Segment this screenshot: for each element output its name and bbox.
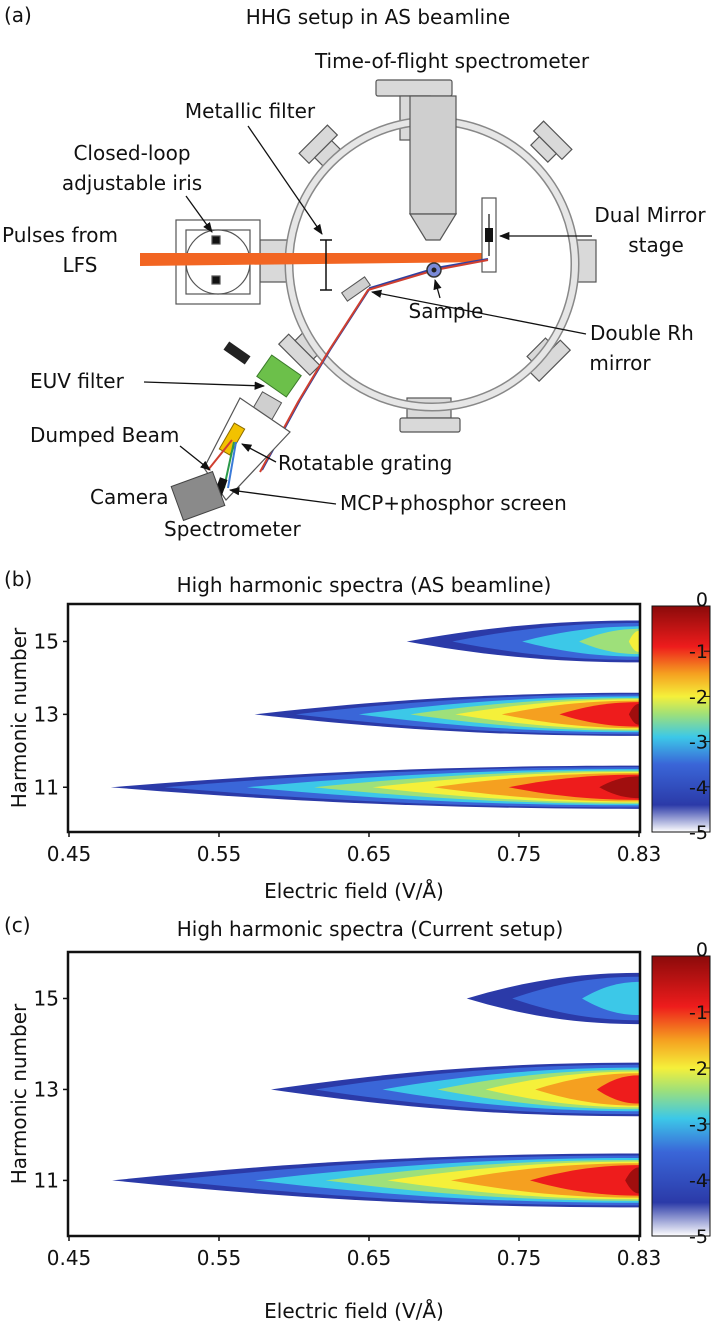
label-dual-mirror-1: Dual Mirror — [594, 203, 706, 227]
heatmap-b-band-11-level-6 — [508, 774, 639, 800]
plot-b-area — [110, 620, 640, 809]
heatmap-c-band-11-level-7 — [625, 1167, 639, 1194]
label-spectrometer: Spectrometer — [164, 517, 301, 541]
plot-c-xtick-label: 0.55 — [197, 1246, 242, 1270]
colorbar-b-tick-label: -1 — [689, 641, 708, 663]
plot-c-ylabel: Harmonic number — [7, 1003, 31, 1184]
heatmap-c-band-11-level-6 — [529, 1165, 639, 1196]
panel-a: (a) HHG setup in AS beamline — [2, 3, 706, 541]
plot-b-ytick-label: 15 — [34, 629, 59, 653]
plot-b-xtick-label: 0.75 — [497, 842, 542, 866]
colorbar-c-gradient — [651, 955, 711, 1237]
plot-b-xtick-label: 0.45 — [47, 842, 92, 866]
colorbar-b-tick-label: -2 — [689, 686, 708, 708]
panel-a-label: (a) — [4, 3, 32, 27]
plot-b-ytick-label: 11 — [34, 775, 59, 799]
panel-b-label: (b) — [4, 567, 32, 591]
plot-c-ticks: 0.45 0.55 0.65 0.75 0.83 11 13 15 — [34, 986, 662, 1270]
heatmap-b-band-15-level-3 — [579, 628, 639, 655]
plot-c-xtick-label: 0.45 — [47, 1246, 92, 1270]
colorbar-c-tick-label: -1 — [689, 1002, 708, 1024]
plot-c-ytick-label: 11 — [34, 1168, 59, 1192]
sample-element — [426, 262, 442, 278]
plot-c-ytick-label: 13 — [34, 1077, 59, 1101]
double-rh-mirror-element — [340, 276, 372, 302]
leader-arrows — [143, 125, 592, 505]
plot-b-ytick-label: 13 — [34, 702, 59, 726]
plot-b-ylabel: Harmonic number — [7, 627, 31, 808]
plot-b-xtick-label: 0.65 — [347, 842, 392, 866]
colorbar-b: 0 -1 -2 -3 -4 -5 — [651, 589, 711, 844]
plot-b-ticks: 0.45 0.55 0.65 0.75 0.83 11 13 15 — [34, 629, 662, 866]
colorbar-b-tick-label: -5 — [689, 822, 708, 844]
plot-b-xtick-label: 0.83 — [617, 842, 662, 866]
colorbar-c-tick-label: -4 — [689, 1170, 708, 1192]
laser-beam — [140, 253, 488, 266]
heatmap-c-band-13-level-6 — [596, 1075, 639, 1104]
colorbar-c-tick-label: -5 — [689, 1226, 708, 1248]
panel-c: (c) High harmonic spectra (Current setup… — [4, 913, 711, 1323]
colorbar-c-tick-label: -2 — [689, 1058, 708, 1080]
panel-b: (b) High harmonic spectra (AS beamline) … — [4, 567, 711, 903]
colorbar-c: 0 -1 -2 -3 -4 -5 — [651, 939, 711, 1248]
label-pulses-2: LFS — [63, 253, 98, 277]
tof-spectrometer — [408, 95, 458, 241]
heatmap-b-band-11-level-7 — [599, 776, 639, 799]
label-metallic-filter: Metallic filter — [185, 99, 316, 123]
camera-element — [170, 470, 226, 522]
label-dumped-beam: Dumped Beam — [30, 423, 179, 447]
label-closed-loop-1: Closed-loop — [73, 141, 190, 165]
plot-c-ytick-label: 15 — [34, 986, 59, 1010]
plot-c-xtick-label: 0.83 — [617, 1246, 662, 1270]
euv-beam — [259, 258, 489, 473]
colorbar-b-gradient — [651, 605, 711, 833]
colorbar-b-tick-label: -3 — [689, 732, 708, 754]
heatmap-b-band-13-level-6 — [559, 702, 639, 727]
label-closed-loop-2: adjustable iris — [62, 171, 202, 195]
label-euv-filter: EUV filter — [30, 369, 125, 393]
plot-c-area — [112, 972, 640, 1208]
panel-a-title: HHG setup in AS beamline — [246, 5, 510, 29]
label-camera: Camera — [90, 485, 169, 509]
colorbar-b-tick-label: 0 — [696, 589, 708, 611]
plot-b-frame — [66, 602, 642, 834]
heatmap-b-band-13-level-7 — [628, 703, 639, 725]
plot-c-xtick-label: 0.75 — [497, 1246, 542, 1270]
panel-b-title: High harmonic spectra (AS beamline) — [177, 573, 552, 597]
label-mcp: MCP+phosphor screen — [340, 491, 567, 515]
colorbar-b-tick-label: -4 — [689, 777, 708, 799]
label-double-rh-1: Double Rh — [590, 321, 694, 345]
plot-c-xtick-label: 0.65 — [347, 1246, 392, 1270]
label-tof: Time-of-flight spectrometer — [314, 49, 590, 73]
heatmap-c-band-15-level-2 — [582, 981, 639, 1016]
plot-b-xlabel: Electric field (V/Å) — [264, 879, 444, 903]
panel-c-title: High harmonic spectra (Current setup) — [177, 917, 564, 941]
label-double-rh-2: mirror — [589, 351, 651, 375]
plot-c-frame — [66, 950, 642, 1238]
label-rotatable-grating: Rotatable grating — [278, 451, 452, 475]
metallic-filter-element — [320, 239, 332, 291]
panel-c-label: (c) — [4, 913, 31, 937]
colorbar-c-tick-label: 0 — [696, 939, 708, 961]
euv-filter-element — [223, 341, 302, 421]
plot-b-xtick-label: 0.55 — [197, 842, 242, 866]
label-dual-mirror-2: stage — [628, 233, 684, 257]
label-sample: Sample — [409, 299, 484, 323]
colorbar-c-tick-label: -3 — [689, 1114, 708, 1136]
label-pulses-1: Pulses from — [2, 223, 118, 247]
plot-c-xlabel: Electric field (V/Å) — [264, 1299, 444, 1323]
dual-mirror-stage — [481, 197, 497, 273]
heatmap-b-band-15-level-4 — [628, 630, 639, 653]
